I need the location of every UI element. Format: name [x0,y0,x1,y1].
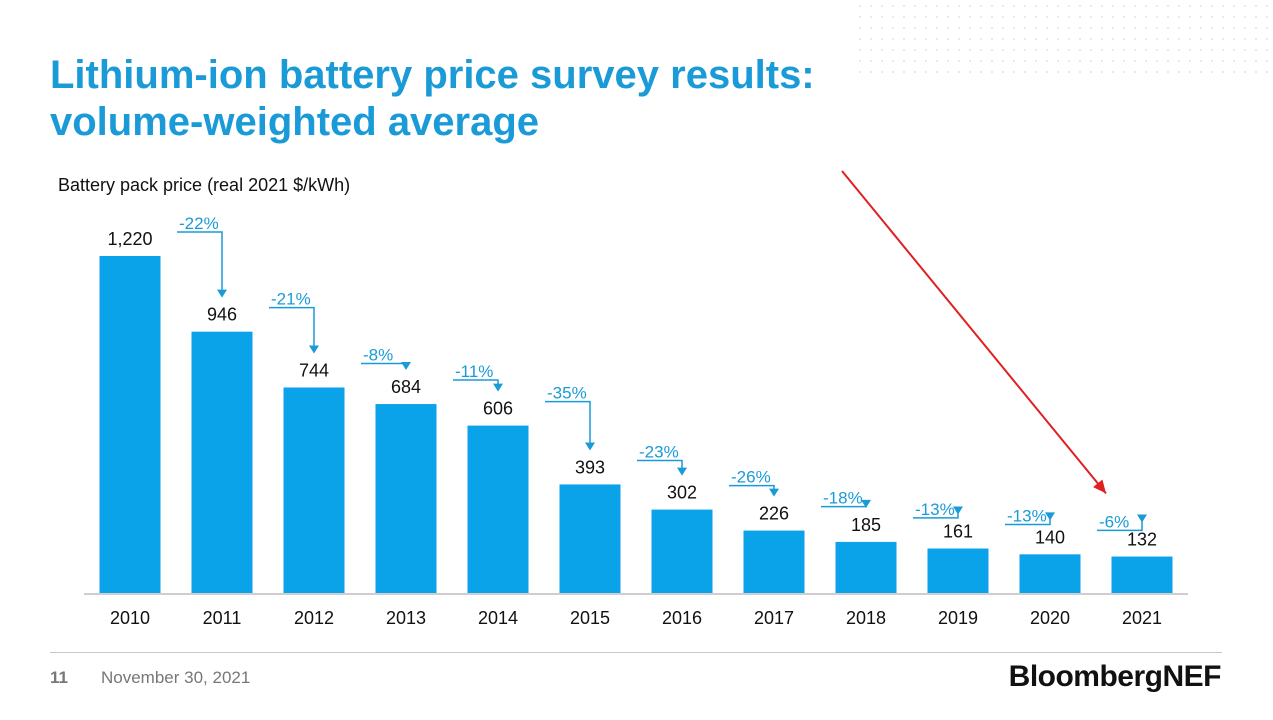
x-tick-label-2021: 2021 [1122,608,1162,628]
bar-2014 [467,425,529,593]
highlight-arrow-head [1093,479,1106,494]
value-label-2015: 393 [575,457,605,477]
change-arrow-line-2014 [453,379,499,385]
bar-2013 [375,404,437,593]
bar-2015 [559,484,621,593]
bar-2020 [1019,554,1081,593]
change-arrow-head-2019 [953,506,963,515]
bar-2017 [743,530,805,593]
change-arrow-head-2016 [677,467,687,476]
change-label-2017: -26% [731,468,771,487]
footer-date: November 30, 2021 [101,668,251,687]
change-label-2016: -23% [639,442,679,461]
change-arrow-line-2015 [545,400,591,444]
title-line-2: volume-weighted average [50,100,540,144]
bar-2012 [283,387,345,593]
y-axis-label: Battery pack price (real 2021 $/kWh) [58,175,350,195]
change-label-2019: -13% [915,500,955,519]
bar-2011 [191,331,253,593]
change-arrow-line-2011 [177,231,223,291]
title-line-1: Lithium-ion battery price survey results… [50,53,815,97]
value-label-2017: 226 [759,504,789,524]
x-tick-label-2013: 2013 [386,608,426,628]
change-arrow-head-2020 [1045,512,1055,521]
change-label-2014: -11% [455,362,493,381]
value-label-2019: 161 [943,522,973,542]
value-label-2020: 140 [1035,527,1065,547]
bar-chart: Battery pack price (real 2021 $/kWh) 1,2… [58,170,1188,628]
change-label-2012: -21% [271,290,311,309]
value-label-2018: 185 [851,515,881,535]
x-tick-label-2019: 2019 [938,608,978,628]
value-label-2016: 302 [667,483,697,503]
x-tick-label-2017: 2017 [754,608,794,628]
value-label-2012: 744 [299,360,329,380]
bar-2019 [927,548,989,593]
x-tick-label-2018: 2018 [846,608,886,628]
change-label-2018: -18% [823,489,863,508]
bar-2010 [99,256,161,593]
highlight-arrow-line [841,170,1107,494]
change-arrow-head-2013 [401,362,411,371]
change-arrow-line-2016 [637,459,683,469]
x-tick-label-2010: 2010 [110,608,150,628]
change-arrow-head-2011 [217,289,227,298]
footer-divider [50,652,1222,653]
bar-2021 [1111,556,1173,593]
value-label-2010: 1,220 [107,229,152,249]
change-label-2020: -13% [1007,507,1047,526]
x-tick-label-2012: 2012 [294,608,334,628]
brand-logo: BloombergNEF [1008,660,1222,693]
change-arrow-head-2012 [309,345,319,354]
bar-2016 [651,509,713,593]
change-arrow-head-2015 [585,442,595,451]
value-label-2011: 946 [207,305,237,325]
bar-2018 [835,541,897,593]
x-tick-label-2014: 2014 [478,608,518,628]
change-arrow-head-2018 [861,499,871,508]
page-number: 11 [50,668,68,687]
change-arrow-head-2014 [493,383,503,392]
slide-title: Lithium-ion battery price survey results… [50,52,815,146]
change-label-2015: -35% [547,384,587,403]
x-tick-label-2015: 2015 [570,608,610,628]
x-tick-label-2011: 2011 [203,608,242,628]
change-label-2021: -6% [1099,512,1129,531]
change-arrow-head-2021 [1137,514,1147,523]
x-tick-label-2016: 2016 [662,608,702,628]
change-label-2013: -8% [363,345,393,364]
change-arrow-line-2012 [269,306,315,347]
x-tick-label-2020: 2020 [1030,608,1070,628]
change-label-2011: -22% [179,214,219,233]
value-label-2013: 684 [391,377,421,397]
value-label-2014: 606 [483,399,513,419]
change-arrow-line-2017 [729,484,775,490]
change-arrow-head-2017 [769,488,779,497]
value-label-2021: 132 [1127,530,1157,550]
